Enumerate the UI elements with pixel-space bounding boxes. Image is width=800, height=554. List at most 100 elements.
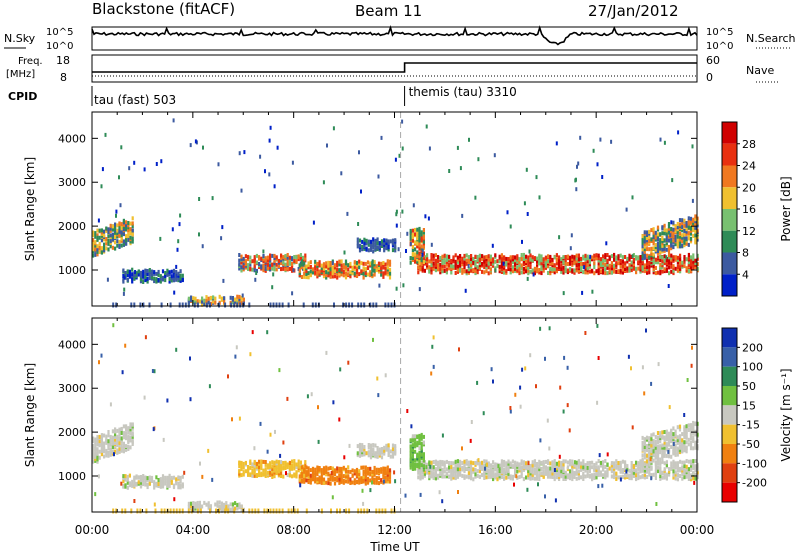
data-cell: [615, 261, 618, 266]
data-cell: [92, 243, 95, 248]
data-cell: [307, 466, 310, 471]
data-cell: [674, 229, 677, 234]
data-cell: [672, 244, 675, 249]
data-cell: [595, 475, 598, 480]
data-cell: [122, 479, 125, 484]
data-cell: [94, 444, 97, 449]
data-cell: [465, 261, 468, 266]
data-cell: [227, 504, 230, 509]
ground-cell: [342, 302, 345, 308]
data-cell: [271, 469, 274, 474]
data-cell: [672, 469, 675, 474]
data-cell: [96, 233, 99, 238]
scatter-cell: [153, 369, 156, 374]
data-cell: [470, 460, 473, 465]
data-cell: [637, 476, 640, 481]
data-cell: [291, 262, 294, 266]
data-cell: [492, 471, 495, 476]
data-cell: [610, 261, 613, 266]
data-cell: [100, 246, 103, 251]
data-cell: [489, 470, 492, 475]
data-cell: [690, 255, 693, 260]
data-cell: [150, 275, 154, 280]
scatter-cell: [601, 175, 604, 179]
data-cell: [505, 256, 508, 261]
data-cell: [311, 270, 315, 275]
data-cell: [172, 483, 176, 488]
data-cell: [575, 471, 578, 475]
data-cell: [531, 258, 534, 263]
data-cell: [249, 465, 252, 470]
data-cell: [656, 447, 660, 452]
data-cell: [177, 271, 180, 276]
data-cell: [610, 474, 613, 479]
ground-cell: [139, 302, 142, 308]
data-cell: [663, 471, 666, 476]
data-cell: [282, 465, 285, 470]
data-cell: [269, 265, 272, 270]
data-cell: [663, 445, 666, 450]
data-cell: [155, 475, 158, 480]
data-cell: [555, 266, 558, 271]
data-cell: [127, 228, 130, 233]
data-cell: [689, 423, 693, 428]
data-cell: [676, 464, 679, 469]
ground-cell: [145, 508, 148, 514]
data-cell: [687, 423, 690, 428]
data-cell: [229, 502, 232, 507]
data-cell: [331, 271, 334, 276]
data-cell: [344, 467, 348, 472]
data-cell: [678, 244, 682, 249]
data-cell: [443, 268, 446, 273]
data-cell: [619, 475, 622, 480]
data-cell: [153, 270, 156, 275]
data-cell: [418, 240, 421, 245]
y-tick-label: 1000: [58, 264, 86, 277]
data-cell: [253, 463, 256, 468]
data-cell: [663, 246, 666, 251]
data-cell: [344, 271, 348, 276]
data-cell: [411, 436, 414, 441]
data-cell: [380, 455, 384, 460]
colorbar-tick-label: 24: [742, 160, 756, 173]
data-cell: [367, 450, 370, 455]
data-cell: [336, 478, 339, 483]
data-cell: [344, 267, 348, 272]
scatter-cell: [208, 384, 211, 389]
data-cell: [461, 465, 464, 470]
scatter-cell: [526, 212, 529, 216]
scatter-cell: [402, 283, 405, 288]
data-cell: [496, 263, 499, 268]
scatter-cell: [101, 167, 104, 172]
data-cell: [549, 271, 552, 276]
data-cell: [358, 243, 362, 248]
data-cell: [470, 470, 473, 475]
data-cell: [606, 265, 609, 270]
colorbar-segment: [722, 386, 737, 406]
data-cell: [683, 255, 686, 259]
data-cell: [443, 264, 446, 269]
data-cell: [196, 500, 199, 505]
data-cell: [325, 275, 328, 280]
nsky-label: N.Sky: [4, 32, 36, 45]
data-cell: [672, 462, 675, 467]
data-cell: [356, 241, 359, 246]
data-cell: [604, 470, 607, 475]
data-cell: [496, 477, 499, 482]
data-cell: [476, 461, 479, 466]
data-cell: [683, 259, 686, 264]
data-cell: [386, 479, 389, 484]
data-cell: [454, 265, 457, 270]
data-cell: [416, 434, 419, 439]
data-cell: [201, 296, 204, 301]
data-cell: [683, 467, 686, 472]
scatter-cell: [121, 370, 124, 375]
data-cell: [170, 269, 173, 274]
data-cell: [599, 472, 602, 477]
data-cell: [635, 270, 638, 275]
data-cell: [120, 426, 123, 431]
data-cell: [474, 259, 477, 264]
data-cell: [641, 247, 644, 252]
scatter-cell: [596, 162, 599, 167]
scatter-cell: [211, 196, 214, 201]
